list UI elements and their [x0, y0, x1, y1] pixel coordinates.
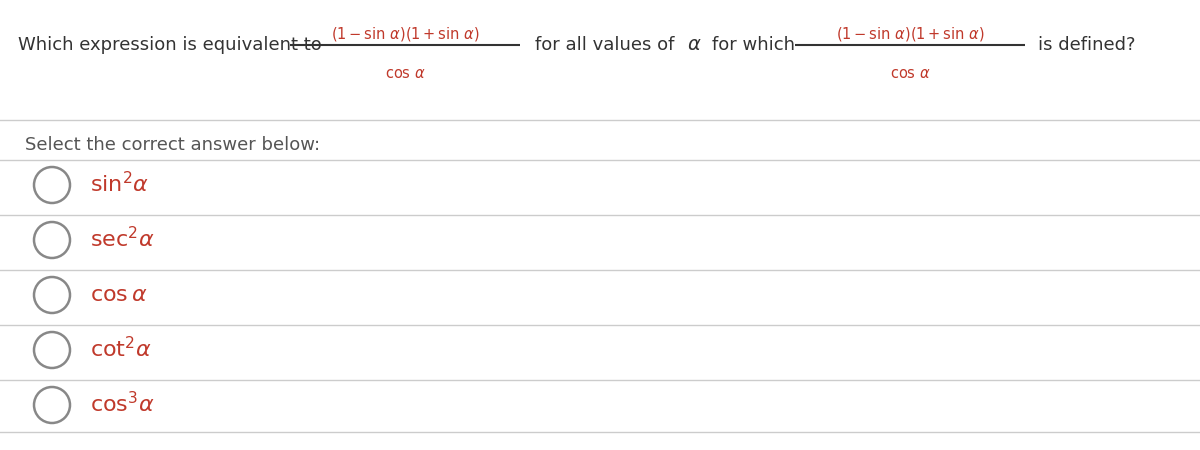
Text: is defined?: is defined? — [1038, 36, 1135, 54]
Text: Select the correct answer below:: Select the correct answer below: — [25, 136, 320, 154]
Text: $\cos\alpha$: $\cos\alpha$ — [90, 284, 148, 306]
Text: $\cos^3\!\alpha$: $\cos^3\!\alpha$ — [90, 392, 155, 418]
Text: for which: for which — [712, 36, 796, 54]
Text: $\cos\,\alpha$: $\cos\,\alpha$ — [889, 67, 930, 81]
Text: $\cos\,\alpha$: $\cos\,\alpha$ — [385, 67, 425, 81]
Text: $\sin^2\!\alpha$: $\sin^2\!\alpha$ — [90, 172, 149, 198]
Text: Which expression is equivalent to: Which expression is equivalent to — [18, 36, 322, 54]
Text: $\sec^2\!\alpha$: $\sec^2\!\alpha$ — [90, 227, 155, 252]
Text: $(1-\sin\,\alpha)(1+\sin\,\alpha)$: $(1-\sin\,\alpha)(1+\sin\,\alpha)$ — [835, 25, 984, 43]
Text: $\cot^2\!\alpha$: $\cot^2\!\alpha$ — [90, 338, 151, 363]
Text: $(1-\sin\,\alpha)(1+\sin\,\alpha)$: $(1-\sin\,\alpha)(1+\sin\,\alpha)$ — [331, 25, 479, 43]
Text: $\alpha$: $\alpha$ — [686, 36, 702, 54]
Text: for all values of: for all values of — [535, 36, 674, 54]
